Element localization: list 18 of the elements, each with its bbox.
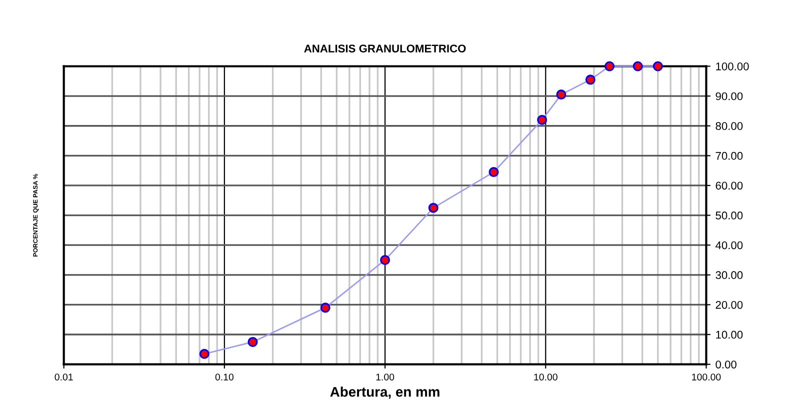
x-tick-label: 0.01: [54, 374, 73, 380]
x-tick-label: 1.00: [376, 374, 394, 380]
y-tick-label: 50.00: [716, 212, 743, 220]
y-tick-label: 100.00: [716, 62, 749, 70]
y-tick-label: 10.00: [716, 330, 743, 339]
x-axis-title: Abertura, en mm: [330, 386, 440, 399]
y-tick-label: 60.00: [716, 182, 743, 190]
y-tick-label: 70.00: [716, 152, 743, 160]
chart-title: ANALISIS GRANULOMETRICO: [304, 44, 466, 52]
x-tick-label: 10.00: [534, 374, 558, 380]
y-tick-label: 30.00: [716, 271, 743, 280]
y-tick-label: 20.00: [716, 300, 743, 309]
y-tick-label: 80.00: [716, 122, 743, 130]
x-tick-label: 0.10: [215, 374, 234, 380]
y-tick-label: 90.00: [716, 92, 743, 100]
y-tick-label: 40.00: [716, 241, 743, 250]
x-tick-label: 100.00: [692, 374, 721, 380]
y-tick-label: 0.00: [716, 360, 736, 368]
